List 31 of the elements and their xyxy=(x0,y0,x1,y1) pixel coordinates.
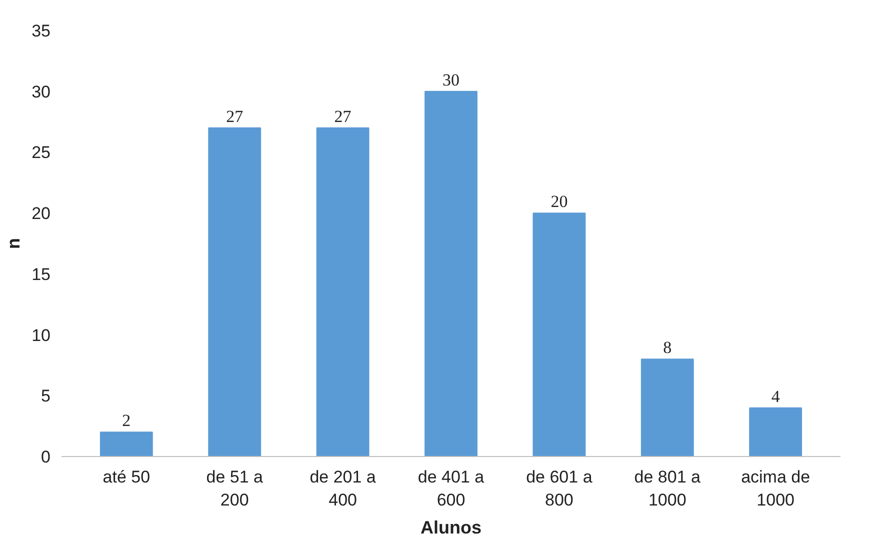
data-label: 27 xyxy=(334,106,352,126)
y-tick-label: 25 xyxy=(32,143,51,162)
y-tick-label: 30 xyxy=(32,82,51,102)
data-label: 20 xyxy=(550,192,568,212)
data-label: 8 xyxy=(663,338,672,358)
y-tick-label: 20 xyxy=(32,204,51,224)
data-label: 30 xyxy=(442,70,460,90)
y-tick-label: 15 xyxy=(32,264,51,284)
data-label: 27 xyxy=(226,106,244,126)
x-tick-label: até 50 xyxy=(102,468,150,486)
y-axis-title: n xyxy=(4,238,24,249)
bar xyxy=(640,358,694,456)
y-tick-label: 35 xyxy=(32,22,51,40)
bar xyxy=(532,212,586,456)
x-tick-label: de 201 a 400 xyxy=(310,468,376,510)
bar xyxy=(424,90,478,456)
x-axis-title: Alunos xyxy=(420,517,482,538)
y-tick-label: 0 xyxy=(41,448,51,466)
x-tick-label: acima de 1000 xyxy=(741,468,810,510)
bar xyxy=(749,407,802,456)
bar xyxy=(208,127,262,456)
x-tick-label: de 401 a 600 xyxy=(418,468,485,510)
x-tick-label: de 601 a 800 xyxy=(526,468,593,510)
data-label: 4 xyxy=(771,386,780,406)
x-tick-label: de 51 a 200 xyxy=(206,468,264,510)
y-tick-label: 5 xyxy=(41,386,51,406)
data-label: 2 xyxy=(122,411,131,430)
bar xyxy=(316,127,370,456)
bar xyxy=(100,432,153,456)
y-tick-label: 10 xyxy=(32,326,51,345)
x-tick-label: de 801 a 1000 xyxy=(634,468,702,510)
